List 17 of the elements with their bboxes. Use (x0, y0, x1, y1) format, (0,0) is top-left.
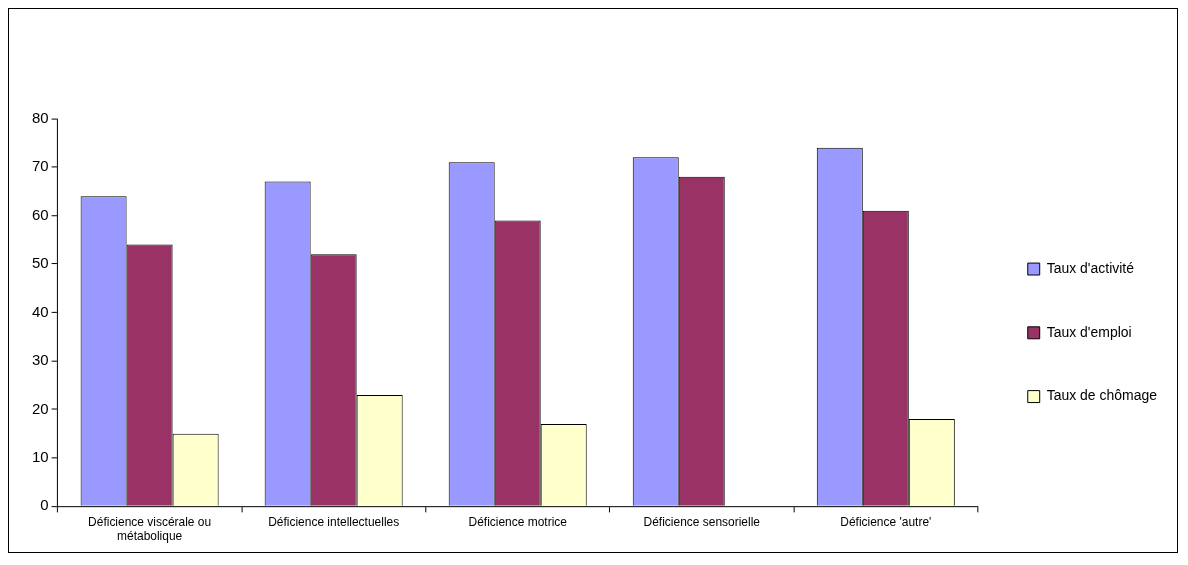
y-tick-label: 30 (31, 351, 49, 369)
y-tick-label: 20 (31, 399, 49, 417)
y-tick-label: 0 (40, 496, 49, 514)
legend-label: Taux d'emploi (1046, 323, 1132, 340)
legend-label: Taux de chômage (1046, 387, 1158, 404)
y-tick-label: 60 (31, 205, 49, 223)
y-tick-label: 80 (31, 108, 49, 126)
x-tick-label: Déficience 'autre' (840, 514, 932, 529)
y-tick-label: 10 (31, 448, 49, 466)
x-tick-label: Déficience sensorielle (643, 514, 761, 529)
x-tick-label: Déficience motrice (468, 514, 568, 529)
y-tick-label: 40 (31, 302, 49, 320)
legend-label: Taux d'activité (1046, 259, 1135, 276)
x-tick-label: Déficience viscérale ou métabolique (88, 514, 212, 544)
y-tick-label: 70 (31, 157, 49, 175)
y-tick-label: 50 (31, 254, 49, 272)
x-tick-label: Déficience intellectuelles (268, 514, 400, 529)
